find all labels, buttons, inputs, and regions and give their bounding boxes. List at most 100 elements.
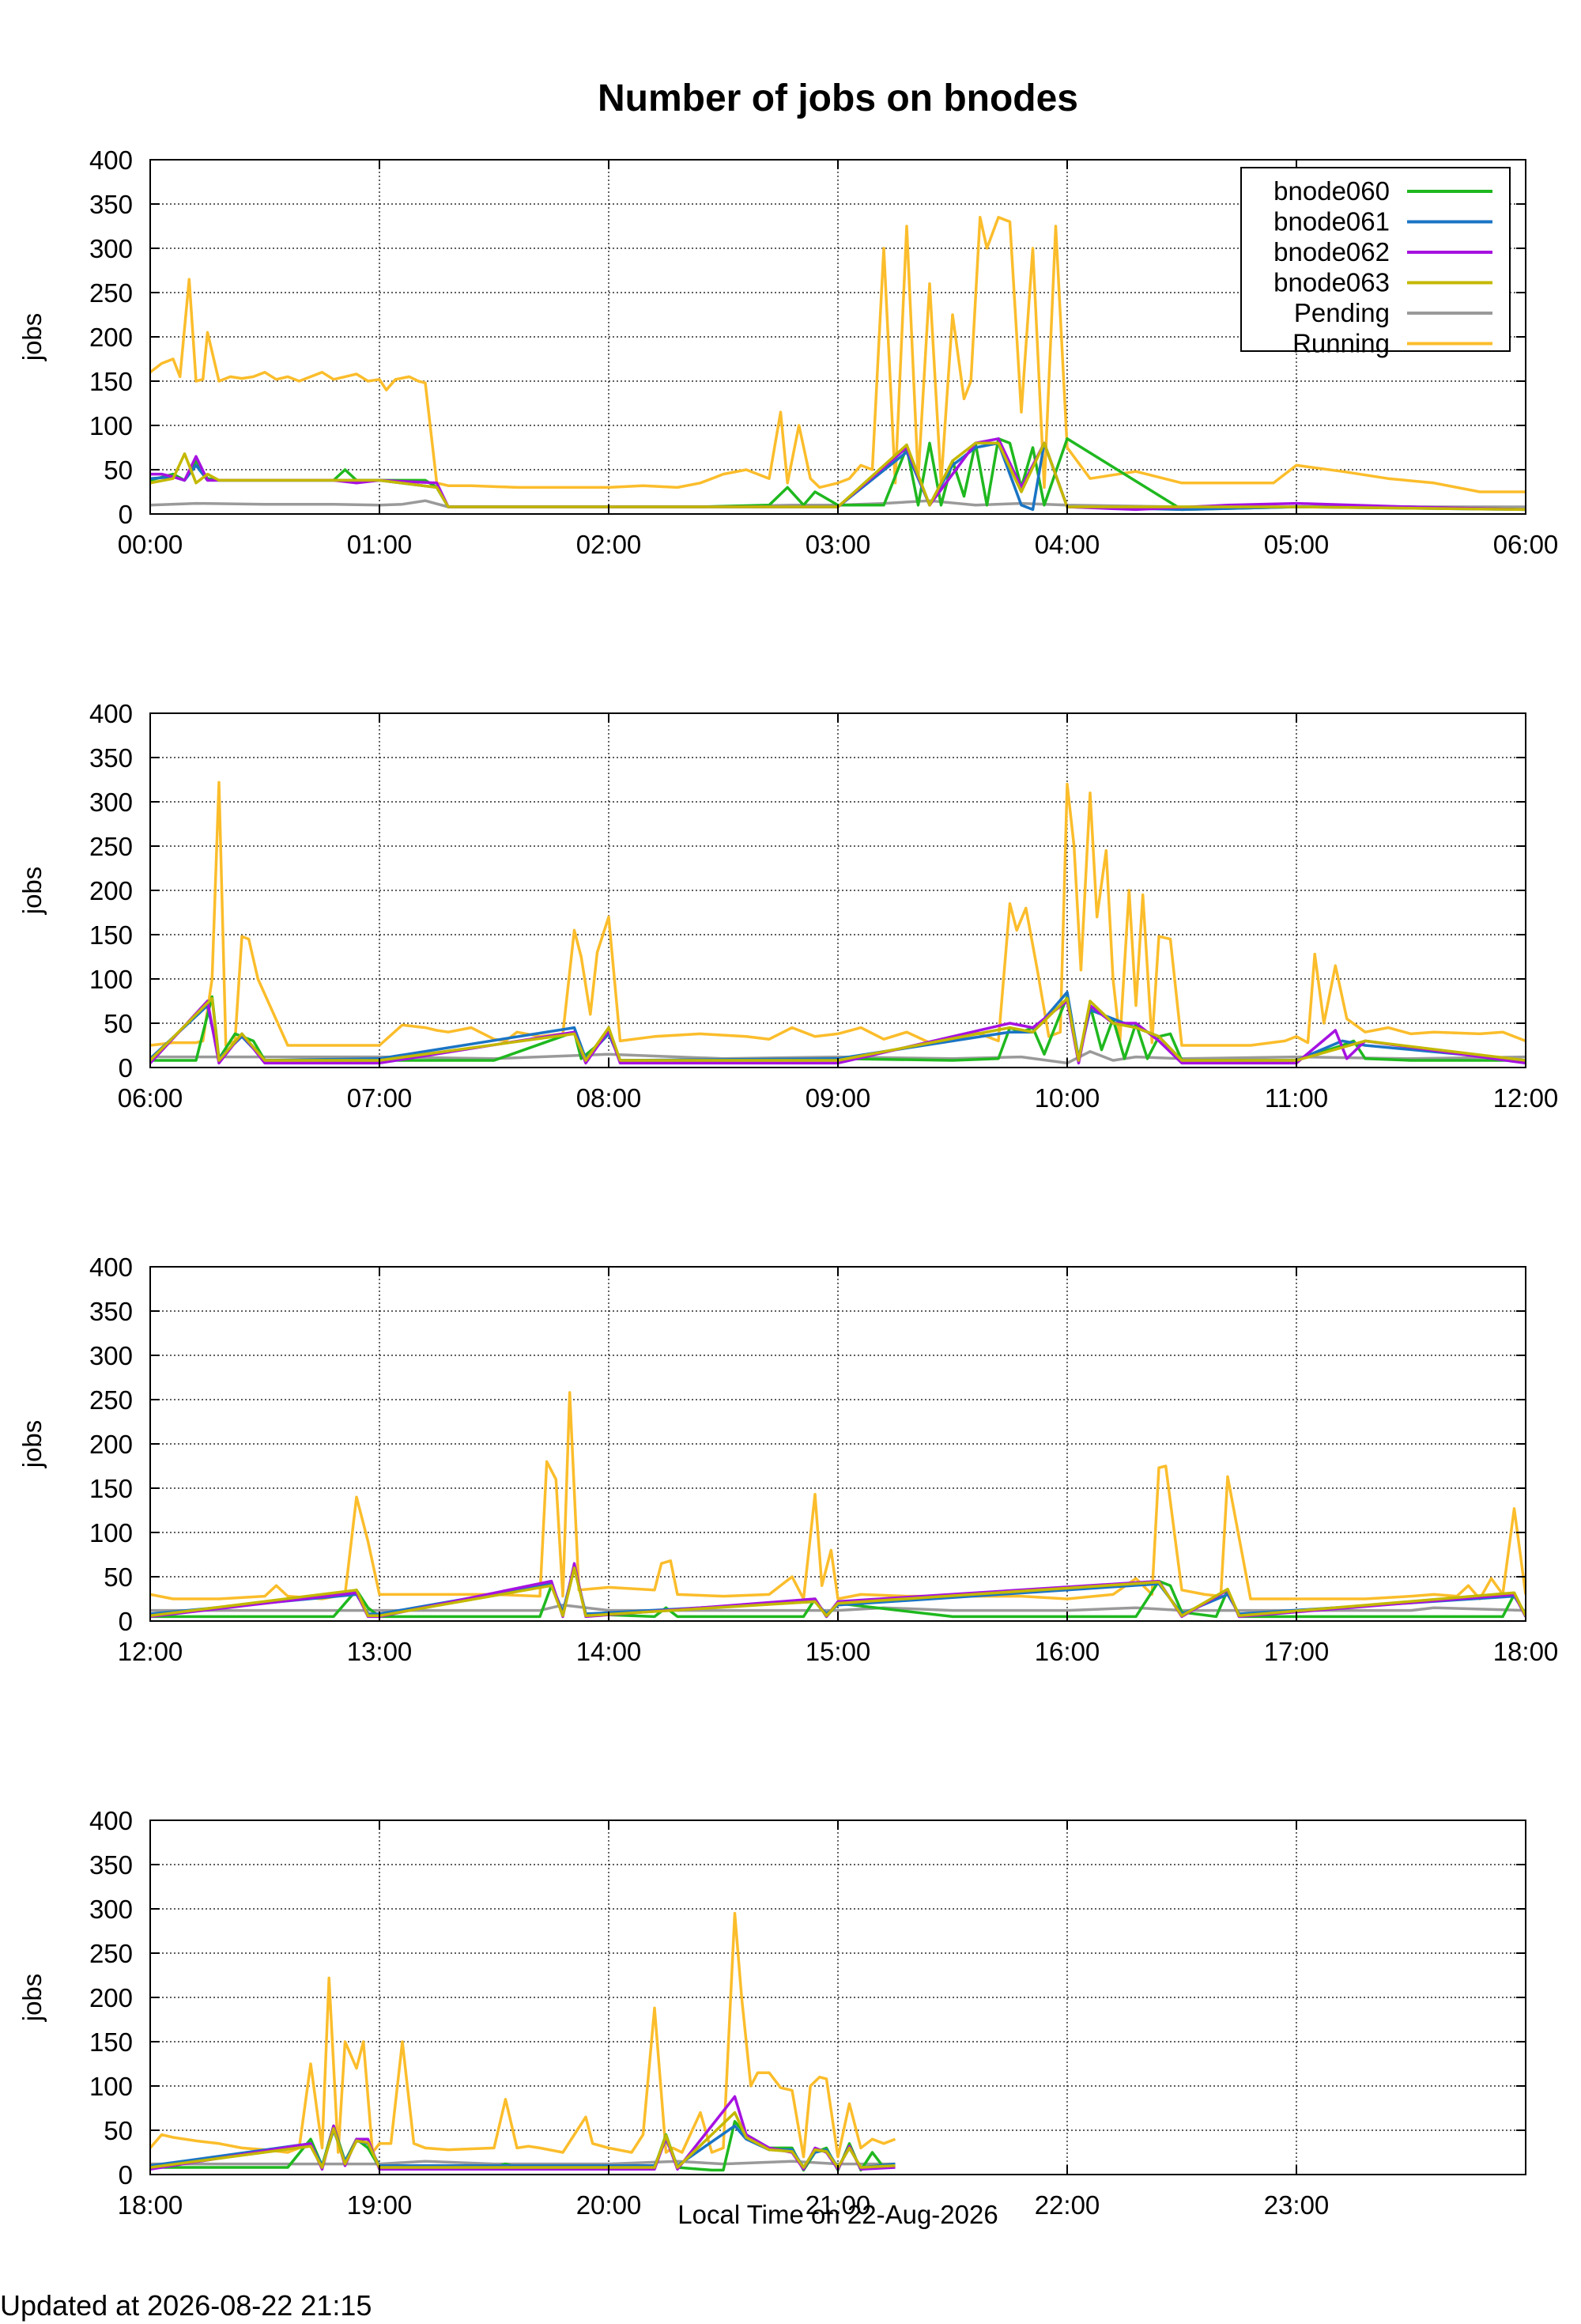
panel-3: 0 50 100 150 200 250 300 350 400 12:00 13:00 14:00 1… <box>17 1253 1558 1666</box>
y-tick-label: 150 <box>89 920 133 950</box>
legend: bnode060bnode061bnode062bnode063PendingR… <box>1240 167 1511 358</box>
x-tick-label: 18:00 <box>118 2190 183 2220</box>
series-line-running <box>150 1391 1526 1600</box>
x-tick-label: 12:00 <box>118 1637 183 1666</box>
y-tick-label: 0 <box>119 500 133 529</box>
x-tick-label: 10:00 <box>1035 1083 1100 1113</box>
x-tick-label: 03:00 <box>806 530 871 559</box>
x-tick-label: 23:00 <box>1264 2190 1330 2220</box>
x-tick-label: 20:00 <box>576 2190 642 2220</box>
grid <box>149 1820 1526 2175</box>
y-tick-label: 350 <box>89 190 133 219</box>
chart-panels: 0 50 100 150 200 250 300 350 400 00:00 01:00 02:00 0… <box>17 145 1558 2220</box>
series-line-bnode060 <box>150 1566 1526 1619</box>
y-tick-label: 300 <box>89 1895 133 1924</box>
panel-4: 0 50 100 150 200 250 300 350 400 18:00 19:00 20:00 2… <box>17 1806 1526 2220</box>
y-tick-label: 150 <box>89 367 133 396</box>
y-tick-label: 300 <box>89 788 133 817</box>
x-tick-label: 06:00 <box>1493 530 1559 559</box>
legend-box <box>1240 167 1511 352</box>
x-tick-label: 12:00 <box>1493 1083 1559 1113</box>
x-tick-label: 17:00 <box>1264 1637 1330 1666</box>
x-tick-label: 13:00 <box>347 1637 413 1666</box>
x-tick-label: 00:00 <box>118 530 183 559</box>
x-tick-label: 09:00 <box>806 1083 871 1113</box>
y-tick-label: 200 <box>89 1983 133 2012</box>
y-tick-label: 50 <box>104 1563 133 1592</box>
y-tick-label: 50 <box>104 455 133 485</box>
panel-1: 0 50 100 150 200 250 300 350 400 00:00 01:00 02:00 0… <box>17 145 1558 559</box>
x-tick-label: 04:00 <box>1035 530 1100 559</box>
series-line-running <box>150 780 1526 1047</box>
y-tick-label: 400 <box>89 1253 133 1282</box>
grid <box>149 712 1526 1068</box>
y-tick-label: 0 <box>119 2160 133 2190</box>
legend-entry-label: bnode062 <box>1273 237 1390 266</box>
y-tick-label: 300 <box>89 1341 133 1370</box>
legend-entry-label: Pending <box>1294 298 1390 327</box>
y-tick-label: 200 <box>89 323 133 352</box>
y-tick-label: 350 <box>89 743 133 773</box>
series-line-pending <box>150 2160 896 2166</box>
y-tick-label: 100 <box>89 411 133 440</box>
grid <box>149 1266 1526 1622</box>
x-tick-label: 21:00 <box>806 2190 871 2220</box>
legend-entry-label: bnode061 <box>1273 207 1390 236</box>
y-tick-label: 350 <box>89 1850 133 1880</box>
series-line-running <box>150 1911 896 2159</box>
x-tick-label: 19:00 <box>347 2190 413 2220</box>
x-tick-label: 22:00 <box>1035 2190 1100 2220</box>
y-axis-label: jobs <box>17 867 47 916</box>
y-tick-label: 400 <box>89 1806 133 1835</box>
y-tick-label: 150 <box>89 1474 133 1503</box>
series-line-running <box>150 216 1526 493</box>
y-tick-label: 0 <box>119 1607 133 1636</box>
series-line-bnode063 <box>150 996 1526 1062</box>
x-tick-label: 01:00 <box>347 530 413 559</box>
x-tick-label: 18:00 <box>1493 1637 1559 1666</box>
y-tick-label: 100 <box>89 2072 133 2101</box>
x-tick-label: 07:00 <box>347 1083 413 1113</box>
x-tick-label: 05:00 <box>1264 530 1330 559</box>
y-axis-label: jobs <box>17 1974 47 2023</box>
y-tick-label: 100 <box>89 1518 133 1547</box>
x-tick-label: 11:00 <box>1265 1083 1328 1113</box>
series-line-bnode062 <box>150 2095 896 2171</box>
y-tick-label: 400 <box>89 145 133 175</box>
series-line-bnode063 <box>150 441 1526 512</box>
x-tick-label: 16:00 <box>1035 1637 1100 1666</box>
y-tick-label: 100 <box>89 965 133 994</box>
updated-timestamp: Updated at 2026-08-22 21:15 <box>0 2289 372 2322</box>
series-group <box>150 1911 896 2172</box>
x-tick-label: 06:00 <box>118 1083 183 1113</box>
series-group <box>150 1391 1526 1619</box>
y-tick-label: 50 <box>104 1009 133 1038</box>
y-tick-label: 250 <box>89 1939 133 1968</box>
x-tick-label: 14:00 <box>576 1637 642 1666</box>
y-tick-label: 250 <box>89 832 133 861</box>
y-tick-label: 0 <box>119 1053 133 1083</box>
y-tick-label: 350 <box>89 1297 133 1326</box>
y-axis-label: jobs <box>17 313 47 362</box>
y-tick-label: 400 <box>89 699 133 728</box>
y-tick-label: 150 <box>89 2027 133 2057</box>
y-axis-label: jobs <box>17 1420 47 1469</box>
legend-entry-label: bnode063 <box>1273 268 1390 297</box>
y-tick-label: 300 <box>89 234 133 263</box>
y-tick-label: 250 <box>89 278 133 308</box>
x-tick-label: 08:00 <box>576 1083 642 1113</box>
series-line-bnode063 <box>150 1566 1526 1618</box>
panel-2: 0 50 100 150 200 250 300 350 400 06:00 07:00 08:00 0… <box>17 699 1558 1113</box>
x-tick-label: 02:00 <box>576 530 642 559</box>
legend-entry-label: bnode060 <box>1273 176 1390 206</box>
x-tick-label: 15:00 <box>806 1637 871 1666</box>
legend-entry-label: Running <box>1292 329 1390 358</box>
y-tick-label: 50 <box>104 2116 133 2145</box>
y-tick-label: 250 <box>89 1385 133 1415</box>
y-tick-label: 200 <box>89 1430 133 1459</box>
x-axis-label: Local Time on 22-Aug-2026 <box>677 2200 998 2229</box>
chart-title: Number of jobs on bnodes <box>598 77 1078 119</box>
y-tick-label: 200 <box>89 876 133 905</box>
series-line-bnode063 <box>150 2110 896 2169</box>
